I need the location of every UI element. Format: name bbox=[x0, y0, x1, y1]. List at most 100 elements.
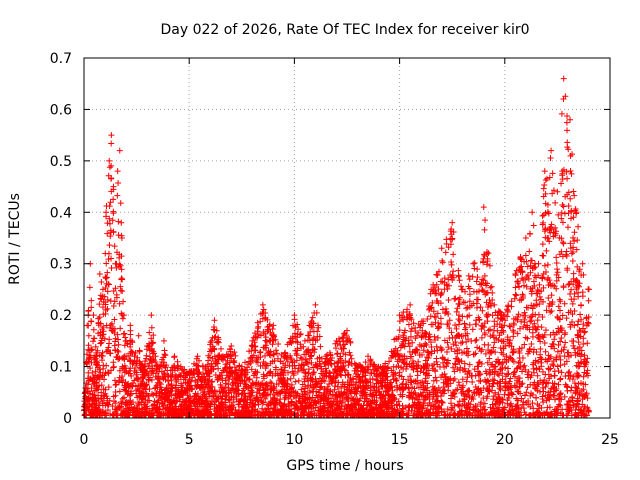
data-point bbox=[442, 249, 449, 256]
data-point bbox=[517, 390, 524, 397]
data-point bbox=[538, 404, 545, 411]
data-point bbox=[393, 377, 400, 384]
data-point bbox=[571, 192, 578, 199]
data-point bbox=[231, 389, 238, 396]
data-point bbox=[577, 311, 584, 318]
data-point bbox=[549, 361, 556, 368]
data-point bbox=[317, 343, 324, 350]
data-point bbox=[482, 350, 489, 357]
data-point bbox=[537, 345, 544, 352]
data-point bbox=[503, 306, 510, 313]
data-point bbox=[337, 342, 344, 349]
data-point bbox=[97, 369, 104, 376]
data-point bbox=[333, 402, 340, 409]
data-point bbox=[143, 355, 150, 362]
data-point bbox=[400, 332, 407, 339]
data-point bbox=[110, 303, 117, 310]
data-point bbox=[225, 381, 232, 388]
data-point bbox=[518, 263, 525, 270]
data-point bbox=[435, 404, 442, 411]
data-point bbox=[437, 315, 444, 322]
data-point bbox=[461, 320, 468, 327]
data-point bbox=[556, 353, 563, 360]
data-point bbox=[563, 119, 570, 126]
data-point bbox=[562, 381, 569, 388]
data-point bbox=[549, 170, 556, 177]
data-point bbox=[545, 365, 552, 372]
data-point bbox=[553, 254, 560, 261]
data-point bbox=[282, 364, 289, 371]
data-point bbox=[450, 407, 457, 414]
data-point bbox=[309, 324, 316, 331]
data-point bbox=[552, 224, 559, 231]
data-point bbox=[320, 411, 327, 418]
data-point bbox=[448, 261, 455, 268]
data-point bbox=[409, 339, 416, 346]
data-point bbox=[257, 348, 264, 355]
data-point bbox=[489, 289, 496, 296]
data-point bbox=[118, 400, 125, 407]
data-point bbox=[471, 351, 478, 358]
data-point bbox=[305, 332, 312, 339]
data-point bbox=[583, 370, 590, 377]
data-point bbox=[445, 276, 452, 283]
data-point bbox=[468, 302, 475, 309]
data-point bbox=[284, 358, 291, 365]
data-point bbox=[534, 381, 541, 388]
data-point bbox=[83, 351, 90, 358]
data-point bbox=[571, 296, 578, 303]
data-point bbox=[564, 349, 571, 356]
data-point bbox=[505, 370, 512, 377]
data-point bbox=[97, 340, 104, 347]
data-point bbox=[104, 407, 111, 414]
data-point bbox=[106, 215, 113, 222]
data-point bbox=[474, 304, 481, 311]
data-point bbox=[565, 189, 572, 196]
data-point bbox=[481, 341, 488, 348]
data-point bbox=[568, 170, 575, 177]
data-point bbox=[120, 365, 127, 372]
data-point bbox=[527, 392, 534, 399]
data-point bbox=[543, 175, 550, 182]
data-point bbox=[228, 355, 235, 362]
data-point bbox=[447, 235, 454, 242]
data-point bbox=[108, 255, 115, 262]
data-point bbox=[213, 327, 220, 334]
data-point bbox=[521, 309, 528, 316]
data-point bbox=[117, 283, 124, 290]
data-point bbox=[466, 361, 473, 368]
data-point bbox=[109, 217, 116, 224]
data-point bbox=[85, 307, 92, 314]
data-point bbox=[150, 332, 157, 339]
data-point bbox=[571, 238, 578, 245]
data-point bbox=[471, 259, 478, 266]
data-point bbox=[546, 238, 553, 245]
data-point bbox=[408, 353, 415, 360]
data-point bbox=[473, 296, 480, 303]
data-point bbox=[112, 346, 119, 353]
data-point bbox=[530, 365, 537, 372]
data-point bbox=[348, 355, 355, 362]
data-point bbox=[106, 164, 113, 171]
data-point bbox=[161, 351, 168, 358]
data-point bbox=[207, 345, 214, 352]
data-point bbox=[380, 369, 387, 376]
data-point bbox=[539, 241, 546, 248]
data-point bbox=[534, 317, 541, 324]
data-point bbox=[455, 316, 462, 323]
data-point bbox=[148, 376, 155, 383]
data-point bbox=[446, 325, 453, 332]
data-point bbox=[415, 358, 422, 365]
data-point bbox=[543, 247, 550, 254]
data-point bbox=[471, 366, 478, 373]
data-point bbox=[539, 384, 546, 391]
data-point bbox=[427, 339, 434, 346]
data-point bbox=[479, 307, 486, 314]
data-point bbox=[526, 326, 533, 333]
data-point bbox=[570, 270, 577, 277]
data-point bbox=[115, 179, 122, 186]
data-point bbox=[262, 334, 269, 341]
data-point bbox=[515, 311, 522, 318]
data-point bbox=[119, 315, 126, 322]
data-point bbox=[120, 330, 127, 337]
